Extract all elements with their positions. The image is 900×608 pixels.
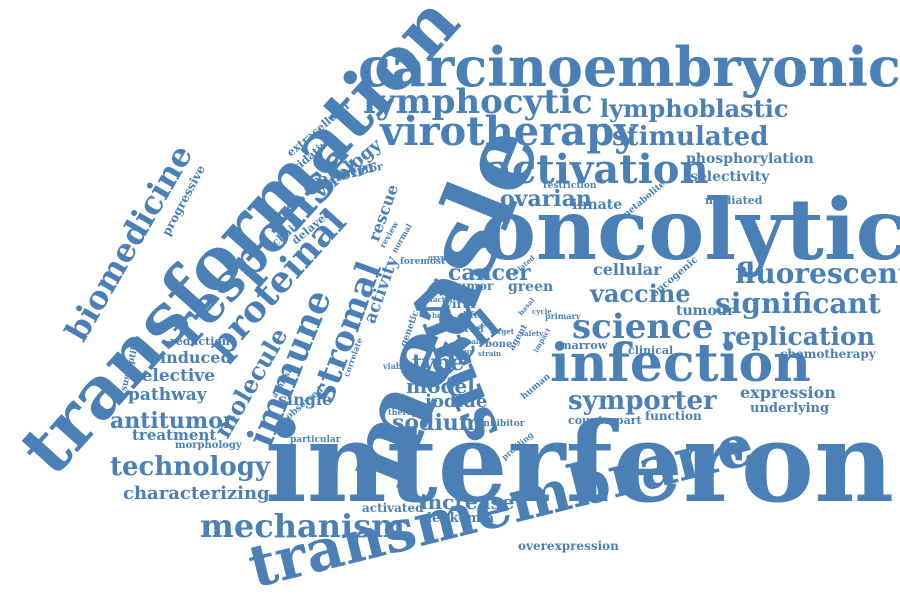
word-treatment: treatment (132, 426, 217, 444)
word-factor: factor (430, 295, 454, 304)
word-induced: induced (160, 348, 232, 367)
word-chemotherapy: chemotherapy (780, 347, 876, 361)
word-host: host (432, 311, 449, 320)
word-underlying: underlying (750, 401, 830, 416)
word-reduction: reduction (170, 335, 230, 348)
word-strain: strain (478, 349, 502, 358)
word-fluorescent: fluorescent (735, 257, 900, 290)
word-target: target (490, 327, 515, 336)
word-type: type (412, 350, 465, 376)
word-oncolytic: oncolytic (480, 180, 900, 279)
word-leukemia: leukemia (427, 511, 495, 526)
word-inhibitor: inhibitor (480, 419, 525, 429)
word-characterizing: characterizing (123, 483, 270, 504)
word-phosphorylation: phosphorylation (686, 151, 814, 167)
word-carcinoembryonic: carcinoembryonic (358, 35, 900, 99)
word-life: life (463, 311, 480, 321)
word-cancer: cancer (448, 260, 531, 286)
word-lymphocytic: lymphocytic (363, 82, 593, 122)
word-selectivity: selectivity (690, 169, 770, 185)
word-innate: innate (572, 197, 623, 213)
word-cycle: cycle (532, 307, 552, 316)
word-iodide: iodide (425, 391, 488, 412)
word-trial: trial (460, 324, 484, 335)
word-overexpression: overexpression (518, 539, 619, 553)
word-science: science (572, 307, 714, 347)
word-function: function (645, 409, 702, 423)
word-pathway: pathway (128, 385, 207, 405)
word-viral: viral (445, 297, 476, 311)
word-marrow: marrow (560, 339, 608, 352)
word-infection: infection (550, 333, 811, 394)
word-sodium: sodium (392, 410, 483, 436)
word-cellular: cellular (593, 260, 662, 279)
word-significant: significant (715, 287, 881, 320)
word-primary: primary (545, 311, 581, 321)
word-mechanism: mechanism (200, 507, 405, 545)
word-clinical: clinical (628, 344, 674, 357)
word-selective: selective (132, 366, 216, 386)
word-increase: increase (420, 490, 515, 514)
word-foremost: foremost (400, 257, 446, 267)
word-stimulated: stimulated (612, 122, 769, 152)
word-mediated: mediated (705, 194, 763, 207)
word-small: small (460, 337, 482, 346)
word-viability: viability (383, 361, 419, 371)
word-ncur: ncur (455, 347, 474, 356)
word-green: green (508, 279, 554, 295)
word-tumor: tumor (452, 279, 494, 293)
word-interferon: interferon (265, 398, 895, 527)
word-tumour: tumour (676, 303, 735, 319)
word-single: single (278, 390, 333, 409)
word-particular: particular (290, 435, 341, 445)
word-expression: expression (740, 383, 836, 402)
word-antitumor: antitumor (110, 408, 235, 434)
word-therapy: therapy (388, 407, 423, 417)
word-lymphoblastic: lymphoblastic (600, 94, 789, 123)
word-restriction: restriction (543, 181, 597, 191)
word-counterpart: counterpart (568, 414, 642, 427)
word-oxygen: oxygen (428, 253, 456, 262)
word-morphology: morphology (175, 440, 242, 451)
word-virotherapy: virotherapy (380, 108, 638, 155)
word-model: model (406, 374, 475, 398)
word-symporter: symporter (568, 386, 717, 416)
word-vaccine: vaccine (590, 279, 691, 308)
word-level: level (448, 288, 477, 301)
word-activation: activation (486, 146, 709, 193)
word-safety: safety (520, 329, 544, 338)
word-ovarian: ovarian (500, 186, 592, 212)
word-replication: replication (722, 322, 875, 351)
word-activated: activated (362, 501, 424, 515)
word-bone: bone (485, 339, 513, 350)
word-technology: technology (110, 452, 271, 482)
